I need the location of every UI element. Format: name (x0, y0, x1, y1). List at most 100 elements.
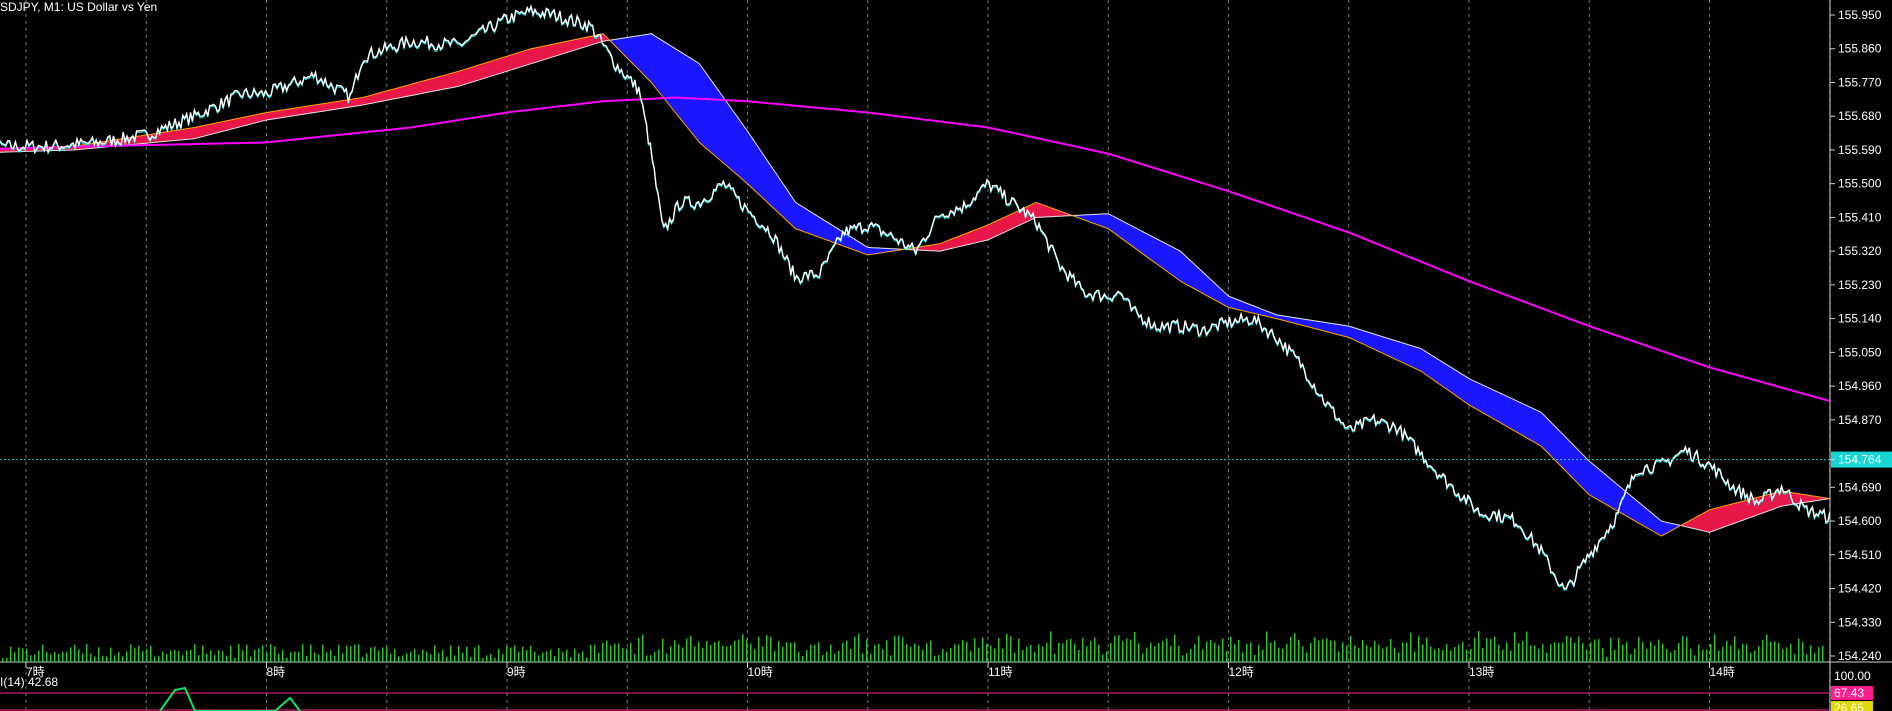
volume-bar (1494, 636, 1496, 662)
volume-bar (338, 644, 340, 662)
y-tick-label: 155.770 (1838, 75, 1882, 89)
volume-bar (582, 651, 584, 662)
volume-bar (1678, 642, 1680, 662)
volume-bar (578, 653, 580, 662)
volume-bar (766, 635, 768, 662)
volume-bar (1630, 654, 1632, 662)
y-tick-label: 155.860 (1838, 42, 1882, 56)
volume-bar (1722, 646, 1724, 662)
volume-bar (974, 638, 976, 662)
volume-bar (1522, 641, 1524, 662)
volume-bar (1482, 647, 1484, 662)
volume-bar (1218, 645, 1220, 662)
volume-bar (706, 640, 708, 662)
volume-bar (1102, 654, 1104, 662)
volume-bar (1498, 644, 1500, 662)
volume-bar (1174, 634, 1176, 662)
volume-bar (1542, 643, 1544, 662)
volume-bar (1018, 638, 1020, 662)
volume-bar (1406, 642, 1408, 662)
volume-bar (406, 653, 408, 662)
volume-bar (750, 643, 752, 662)
volume-bar (502, 654, 504, 662)
volume-bar (970, 650, 972, 662)
volume-bar (954, 644, 956, 662)
volume-bar (342, 653, 344, 662)
rsi-line (159, 686, 301, 711)
volume-bar (730, 645, 732, 662)
volume-bar (1006, 633, 1008, 662)
volume-bar (442, 649, 444, 662)
volume-bar (1046, 642, 1048, 662)
volume-bar (1650, 641, 1652, 662)
volume-bar (554, 656, 556, 662)
volume-bar (746, 639, 748, 662)
volume-bar (374, 646, 376, 662)
volume-bar (1598, 639, 1600, 662)
volume-bar (1306, 652, 1308, 662)
volume-bar (1694, 655, 1696, 662)
volume-bar (1426, 637, 1428, 662)
volume-bar (1802, 642, 1804, 662)
volume-bar (734, 640, 736, 662)
volume-bar (678, 644, 680, 662)
volume-bar (1798, 638, 1800, 662)
volume-bar (1066, 639, 1068, 662)
volume-bar (190, 649, 192, 662)
volume-bar (1310, 642, 1312, 662)
volume-bar (202, 645, 204, 662)
volume-bar (174, 649, 176, 662)
volume-bar (942, 649, 944, 662)
volume-bar (1314, 637, 1316, 662)
volume-bar (738, 639, 740, 662)
volume-bar (1754, 650, 1756, 662)
volume-bar (918, 645, 920, 662)
volume-bar (310, 644, 312, 662)
y-tick-label: 154.870 (1838, 413, 1882, 427)
volume-bar (602, 642, 604, 662)
volume-bar (86, 644, 88, 662)
volume-bar (1206, 641, 1208, 662)
volume-bar (770, 636, 772, 662)
volume-bar (1302, 646, 1304, 662)
volume-bar (450, 645, 452, 662)
volume-bar (806, 650, 808, 662)
volume-bar (1510, 650, 1512, 662)
volume-bar (78, 649, 80, 662)
volume-bar (186, 650, 188, 662)
volume-bar (994, 648, 996, 662)
volume-bar (1198, 635, 1200, 662)
volume-bar (558, 648, 560, 662)
volume-bar (1042, 646, 1044, 662)
volume-bar (1122, 641, 1124, 662)
volume-bar (326, 652, 328, 662)
volume-bar (1506, 642, 1508, 662)
volume-bar (66, 651, 68, 662)
volume-bar (1346, 645, 1348, 662)
volume-bar (318, 654, 320, 662)
volume-bar (1654, 645, 1656, 662)
volume-bar (350, 646, 352, 662)
y-tick-label: 154.600 (1838, 514, 1882, 528)
volume-bar (1438, 648, 1440, 662)
volume-bar (198, 655, 200, 662)
volume-bar (218, 650, 220, 662)
volume-bar (1434, 649, 1436, 662)
volume-bar (606, 640, 608, 662)
volume-bar (870, 653, 872, 662)
volume-bar (1794, 654, 1796, 662)
volume-bar (142, 651, 144, 662)
volume-bar (1766, 634, 1768, 662)
y-tick-label: 154.330 (1838, 615, 1882, 629)
volume-bar (162, 651, 164, 662)
volume-bar (1662, 643, 1664, 662)
volume-bar (230, 645, 232, 662)
volume-bar (1574, 642, 1576, 662)
volume-bar (1486, 638, 1488, 662)
volume-bar (938, 655, 940, 662)
volume-bar (1558, 642, 1560, 662)
volume-bar (1702, 649, 1704, 662)
volume-bar (1110, 642, 1112, 662)
rsi-level-badge (1831, 686, 1873, 700)
